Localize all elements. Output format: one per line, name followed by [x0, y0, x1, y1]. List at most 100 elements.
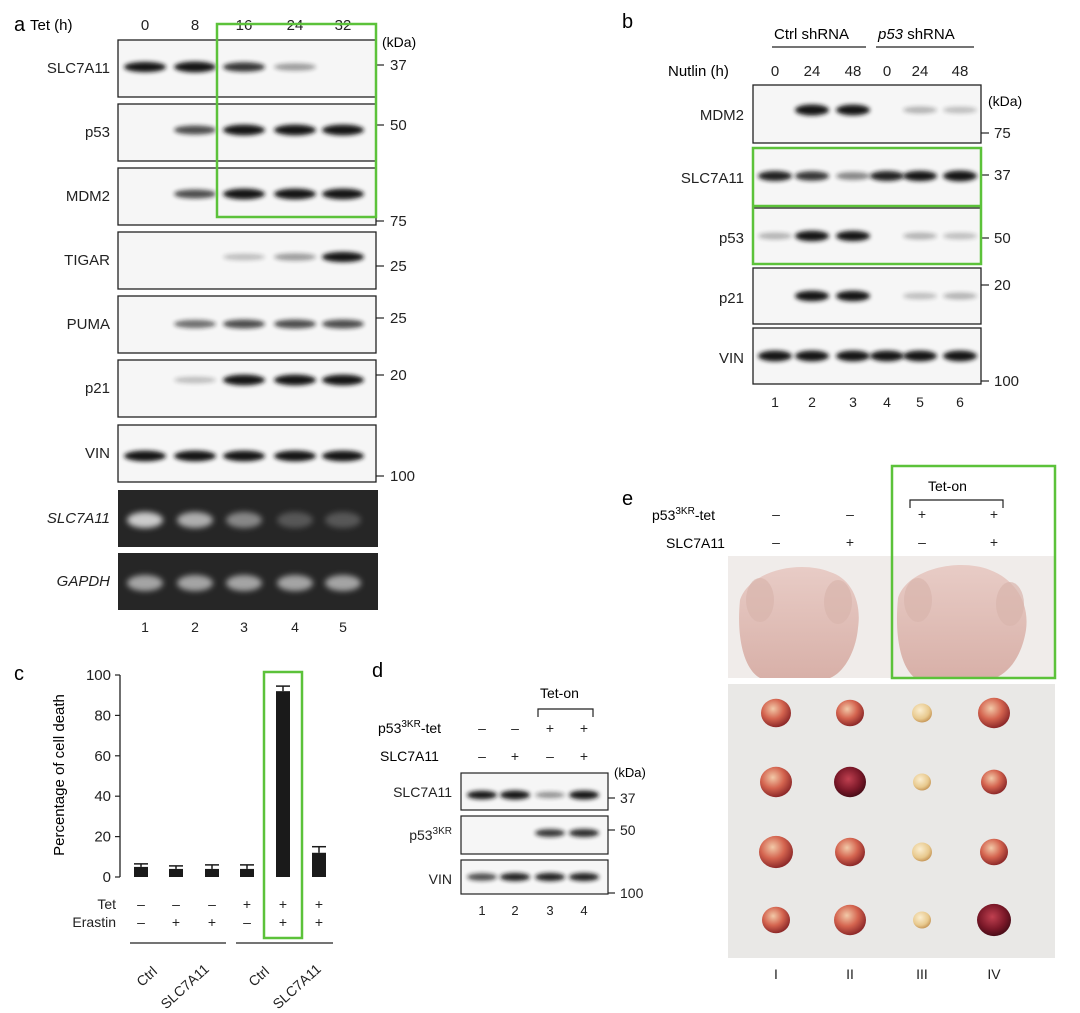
marker-kda: 37	[994, 167, 1011, 184]
band-lane-5	[903, 350, 937, 362]
band-lane-4	[569, 872, 599, 882]
bar-group-1	[134, 863, 148, 877]
slc7a11-label-d: SLC7A11	[380, 748, 439, 764]
gel-band-lane-2	[177, 512, 213, 528]
row2-sign: +	[511, 748, 519, 764]
timepoint-2: 16	[236, 17, 253, 34]
timepoint-labels: 0 8 16 24 32	[141, 17, 352, 34]
marker-kda: 50	[994, 230, 1011, 247]
teton-label-e: Tet-on	[928, 478, 967, 494]
blot-p21: p21 20	[85, 359, 407, 418]
blot-d-slc7a11: SLC7A11 37	[393, 772, 636, 811]
band-lane-5	[903, 232, 937, 240]
tumor-I-1	[761, 698, 791, 728]
y-tick-label: 0	[103, 869, 111, 886]
bar-group-3	[205, 864, 219, 877]
lane-number: 1	[478, 903, 485, 918]
p53-3kr-tet-label-e: p533KR-tet	[652, 506, 715, 523]
blot-label: MDM2	[700, 107, 744, 124]
panel-e: e Tet-on p533KR-tet SLC7A11 – – + +– + – + I II…	[622, 464, 1057, 982]
marker-kda: 75	[994, 125, 1011, 142]
marker-kda: 25	[390, 310, 407, 327]
panel-e-letter: e	[622, 488, 633, 510]
bar	[134, 866, 148, 877]
row2-sign: –	[918, 534, 926, 550]
panel-d-signs: – – + + – + – +	[478, 720, 588, 764]
tumor-I-3	[759, 835, 793, 869]
erastin-row-label: Erastin	[72, 914, 116, 930]
panel-a-blots: SLC7A11 37 p53 50 MDM2 75 TIGAR 25 PUMA 25 p21 20 VI…	[47, 39, 415, 485]
tumor-II-2	[834, 766, 866, 798]
gel-band-lane-2	[177, 575, 213, 591]
band-lane-3	[836, 290, 870, 302]
panel-d-lane-numbers: 1 2 3 4	[478, 903, 587, 918]
band-lane-4	[274, 374, 316, 386]
band-lane-4	[274, 188, 316, 200]
marker-kda: 37	[620, 790, 636, 806]
band-lane-3	[836, 104, 870, 116]
blot-membrane	[117, 359, 377, 418]
band-lane-5	[322, 124, 364, 136]
band-lane-2	[174, 61, 216, 73]
blot-mdm2: MDM2 75	[66, 167, 407, 230]
band-lane-3	[836, 230, 870, 242]
row2-sign: +	[846, 534, 854, 550]
ctrl-shrna-label: Ctrl shRNA	[774, 26, 849, 43]
tet-sign: +	[315, 896, 323, 912]
lane-number: 4	[580, 903, 587, 918]
band-lane-2	[174, 450, 216, 462]
teton-bracket-e	[909, 499, 1004, 508]
band-lane-6	[943, 106, 977, 114]
erastin-sign: +	[172, 914, 180, 930]
y-axis-label: Percentage of cell death	[51, 694, 68, 856]
band-lane-4	[274, 450, 316, 462]
group-label: SLC7A11	[269, 960, 324, 1011]
panel-a-letter: a	[14, 14, 26, 36]
bar	[276, 691, 290, 877]
band-lane-4	[569, 790, 599, 800]
tumor-III-2	[913, 773, 931, 791]
band-lane-2	[174, 189, 216, 199]
blot-b-p53: p53 50	[719, 207, 1011, 265]
blot-label: SLC7A11	[681, 170, 744, 187]
tumor-I-4	[762, 906, 790, 934]
band-lane-1	[124, 61, 166, 73]
lane-number: 2	[808, 394, 816, 410]
tumor-III-3	[912, 842, 932, 862]
band-lane-1	[124, 450, 166, 462]
blot-tigar: TIGAR 25	[64, 231, 407, 290]
blot-label-main: SLC7A11	[393, 784, 452, 800]
panel-c: c Percentage of cell death 020406080100 …	[14, 663, 333, 1012]
band-lane-6	[943, 350, 977, 362]
panel-b: b Ctrl shRNA p53 shRNA Nutlin (h) 0 24 48 0…	[622, 11, 1022, 410]
y-tick-label: 20	[94, 829, 111, 846]
nutlin-label: Nutlin (h)	[668, 63, 729, 80]
band-lane-2	[174, 319, 216, 329]
blot-membrane	[752, 84, 982, 144]
panel-d-letter: d	[372, 660, 383, 682]
tumor-II-4	[834, 904, 866, 936]
blot-label: p533KR	[409, 826, 452, 843]
nutlin-timepoint: 0	[883, 63, 891, 80]
nutlin-timepoint: 24	[912, 63, 929, 80]
tet-sign: +	[243, 896, 251, 912]
blot-b-mdm2: MDM2 75	[700, 84, 1011, 144]
erastin-sign: +	[279, 914, 287, 930]
blot-label: p53	[85, 124, 110, 141]
band-lane-3	[535, 829, 565, 837]
row2-sign: –	[772, 534, 780, 550]
marker-kda: 25	[390, 258, 407, 275]
band-lane-3	[223, 124, 265, 136]
gel-label: GAPDH	[57, 573, 111, 590]
tumor-grid	[759, 697, 1011, 937]
lane-number: 5	[339, 619, 347, 635]
tumor-III-1	[912, 703, 932, 723]
tet-sign: –	[137, 896, 145, 912]
tet-row-label: Tet	[97, 896, 116, 912]
p53-shrna-label: p53 shRNA	[877, 26, 955, 43]
teton-bracket-d	[537, 708, 594, 717]
tumor-IV-1	[978, 697, 1010, 729]
row1-sign: +	[918, 506, 926, 522]
timepoint-3: 24	[287, 17, 304, 34]
